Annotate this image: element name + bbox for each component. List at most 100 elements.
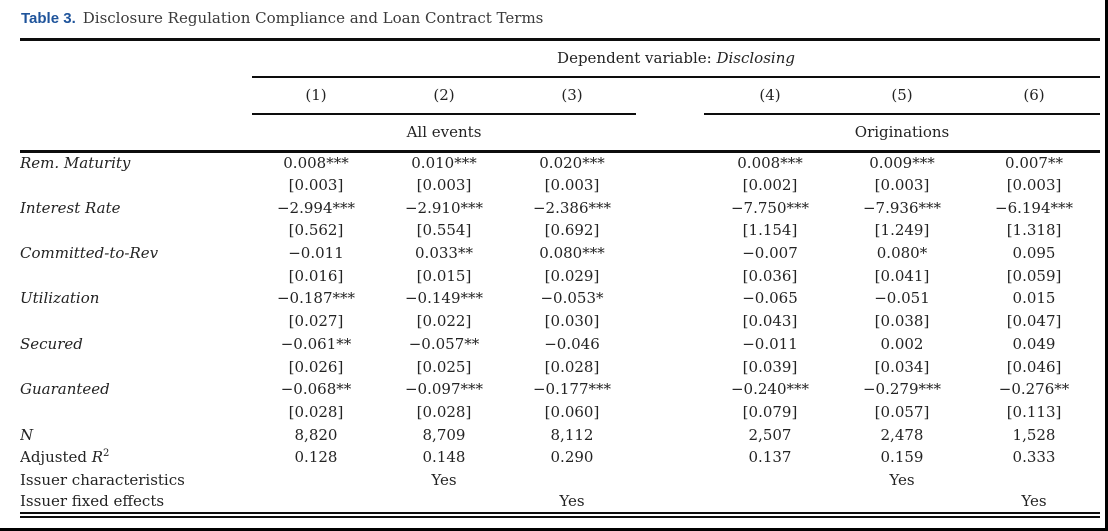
coef-cell: 0.009*** bbox=[869, 154, 935, 173]
se-cell: [0.059] bbox=[1006, 266, 1062, 285]
coef-cell: 0.049 bbox=[1012, 334, 1056, 353]
stat-cell bbox=[508, 469, 636, 492]
stat-cell: 8,112 bbox=[550, 425, 594, 444]
se-row-rem-maturity: [0.003] [0.003] [0.003] [0.002] [0.003] … bbox=[20, 174, 1100, 197]
coef-cell: 0.002 bbox=[880, 334, 924, 353]
coef-cell: 0.007** bbox=[1005, 154, 1063, 173]
se-row-guaranteed: [0.028] [0.028] [0.060] [0.079] [0.057] … bbox=[20, 401, 1100, 424]
coef-cell: −2.994*** bbox=[276, 198, 355, 217]
column-numbers-row: (1) (2) (3) (4) (5) (6) bbox=[20, 76, 1101, 115]
table-title: Table 3. Disclosure Regulation Compliance… bbox=[21, 9, 1105, 27]
table-title-text: Disclosure Regulation Compliance and Loa… bbox=[82, 9, 544, 27]
stat-cell bbox=[252, 491, 380, 518]
coef-cell: 0.015 bbox=[1012, 289, 1056, 308]
stat-cell bbox=[252, 469, 380, 492]
group-header-all-events: All events bbox=[252, 113, 636, 153]
se-row-secured: [0.026] [0.025] [0.028] [0.039] [0.034] … bbox=[20, 356, 1100, 379]
se-cell: [0.002] bbox=[742, 176, 798, 195]
se-cell: [0.562] bbox=[288, 221, 344, 240]
coef-cell: 0.080* bbox=[876, 244, 928, 263]
coef-cell: −0.011 bbox=[288, 244, 344, 263]
se-row-committed-to-rev: [0.016] [0.015] [0.029] [0.036] [0.041] … bbox=[20, 265, 1100, 288]
stat-cell bbox=[380, 491, 508, 518]
stat-cell: 2,478 bbox=[880, 425, 924, 444]
coef-cell: 0.010*** bbox=[411, 154, 477, 173]
row-label: N bbox=[20, 425, 34, 444]
column-number-1: (1) bbox=[252, 76, 380, 115]
se-cell: [0.016] bbox=[288, 266, 344, 285]
coef-cell: −7.750*** bbox=[730, 198, 809, 217]
coef-cell: −0.046 bbox=[544, 334, 600, 353]
stat-cell: Yes bbox=[968, 491, 1101, 518]
coef-cell: 0.008*** bbox=[737, 154, 803, 173]
coef-cell: −7.936*** bbox=[862, 198, 941, 217]
se-cell: [0.554] bbox=[416, 221, 472, 240]
coef-cell: −0.068** bbox=[280, 380, 352, 399]
column-number-3: (3) bbox=[508, 76, 636, 115]
stat-cell: 0.333 bbox=[1012, 448, 1056, 467]
coef-cell: −0.061** bbox=[280, 334, 352, 353]
stat-cell: 0.148 bbox=[422, 448, 466, 467]
se-cell: [0.039] bbox=[742, 357, 798, 376]
dependent-variable-row: Dependent variable: Disclosing bbox=[20, 38, 1101, 78]
stat-row-issuer-characteristics: Issuer characteristics Yes Yes bbox=[20, 469, 1100, 492]
row-label: Issuer fixed effects bbox=[20, 491, 252, 518]
coef-row-guaranteed: Guaranteed −0.068** −0.097*** −0.177*** … bbox=[20, 378, 1100, 401]
se-cell: [1.318] bbox=[1006, 221, 1062, 240]
se-cell: [0.025] bbox=[416, 357, 472, 376]
coef-cell: 0.095 bbox=[1012, 244, 1056, 263]
stat-cell: 0.290 bbox=[550, 448, 594, 467]
stat-cell: Yes bbox=[508, 491, 636, 518]
se-cell: [0.057] bbox=[874, 402, 930, 421]
se-cell: [0.003] bbox=[1006, 176, 1062, 195]
se-cell: [0.692] bbox=[544, 221, 600, 240]
coef-row-committed-to-rev: Committed-to-Rev −0.011 0.033** 0.080***… bbox=[20, 242, 1100, 265]
group-headers-row: All events Originations bbox=[20, 113, 1101, 153]
coef-cell: 0.020*** bbox=[539, 154, 605, 173]
coef-cell: −0.240*** bbox=[730, 380, 809, 399]
coef-cell: 0.033** bbox=[415, 244, 473, 263]
se-cell: [0.029] bbox=[544, 266, 600, 285]
coef-cell: −0.149*** bbox=[404, 289, 483, 308]
stat-cell bbox=[704, 491, 836, 518]
se-cell: [0.015] bbox=[416, 266, 472, 285]
se-cell: [0.003] bbox=[874, 176, 930, 195]
se-cell: [0.022] bbox=[416, 312, 472, 331]
row-label: Committed-to-Rev bbox=[20, 244, 159, 263]
row-label: Utilization bbox=[20, 289, 100, 308]
stat-row-adjusted-r2: Adjusted R2 0.128 0.148 0.290 0.137 0.15… bbox=[20, 446, 1100, 469]
stat-cell: 2,507 bbox=[748, 425, 792, 444]
row-label: Issuer characteristics bbox=[20, 470, 185, 489]
se-cell: [0.038] bbox=[874, 312, 930, 331]
stat-cell: 0.137 bbox=[748, 448, 792, 467]
coef-cell: −0.276** bbox=[998, 380, 1070, 399]
se-cell: [0.043] bbox=[742, 312, 798, 331]
coef-cell: −0.187*** bbox=[276, 289, 355, 308]
group-header-originations: Originations bbox=[704, 113, 1101, 153]
coef-row-utilization: Utilization −0.187*** −0.149*** −0.053* … bbox=[20, 288, 1100, 311]
se-cell: [0.047] bbox=[1006, 312, 1062, 331]
se-cell: [0.060] bbox=[544, 402, 600, 421]
dependent-variable-prefix: Dependent variable: bbox=[557, 49, 717, 68]
stat-cell: 8,709 bbox=[422, 425, 466, 444]
se-cell: [0.079] bbox=[742, 402, 798, 421]
stat-cell: Yes bbox=[431, 470, 457, 489]
column-gap bbox=[636, 77, 704, 114]
coef-row-interest-rate: Interest Rate −2.994*** −2.910*** −2.386… bbox=[20, 197, 1100, 220]
stat-cell bbox=[836, 491, 968, 518]
se-cell: [0.003] bbox=[288, 176, 344, 195]
coef-cell: −6.194*** bbox=[995, 198, 1074, 217]
coef-cell: −2.386*** bbox=[532, 198, 611, 217]
row-label: Rem. Maturity bbox=[20, 154, 131, 173]
se-cell: [0.027] bbox=[288, 312, 344, 331]
coef-cell: 0.080*** bbox=[539, 244, 605, 263]
se-cell: [0.030] bbox=[544, 312, 600, 331]
row-label: Interest Rate bbox=[20, 198, 121, 217]
column-number-5: (5) bbox=[836, 76, 968, 115]
column-number-6: (6) bbox=[968, 76, 1101, 115]
row-label: Guaranteed bbox=[20, 380, 110, 399]
stat-cell: 8,820 bbox=[294, 425, 338, 444]
coef-cell: −0.065 bbox=[742, 289, 798, 308]
coef-cell: −0.097*** bbox=[404, 380, 483, 399]
se-cell: [0.026] bbox=[288, 357, 344, 376]
